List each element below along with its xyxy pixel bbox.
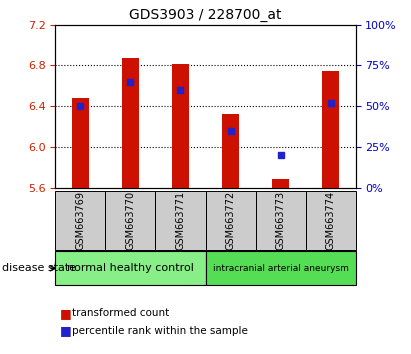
Text: ■: ■ (60, 325, 72, 337)
Text: normal healthy control: normal healthy control (67, 263, 194, 273)
Text: transformed count: transformed count (72, 308, 169, 318)
Text: ■: ■ (60, 307, 72, 320)
Bar (72, 98, 89, 188)
Text: intracranial arterial aneurysm: intracranial arterial aneurysm (212, 264, 349, 273)
Text: GSM663769: GSM663769 (76, 191, 85, 250)
Text: percentile rank within the sample: percentile rank within the sample (72, 326, 248, 336)
Text: GSM663771: GSM663771 (175, 191, 185, 250)
Bar (222, 114, 239, 188)
Text: disease state: disease state (2, 263, 76, 273)
Text: GSM663773: GSM663773 (275, 191, 286, 250)
Text: GSM663770: GSM663770 (125, 191, 136, 250)
Title: GDS3903 / 228700_at: GDS3903 / 228700_at (129, 8, 282, 22)
Bar (272, 179, 289, 188)
Bar (122, 58, 139, 188)
Bar (322, 70, 339, 188)
Text: GSM663772: GSM663772 (226, 191, 236, 250)
Text: GSM663774: GSM663774 (326, 191, 335, 250)
Bar (172, 64, 189, 188)
